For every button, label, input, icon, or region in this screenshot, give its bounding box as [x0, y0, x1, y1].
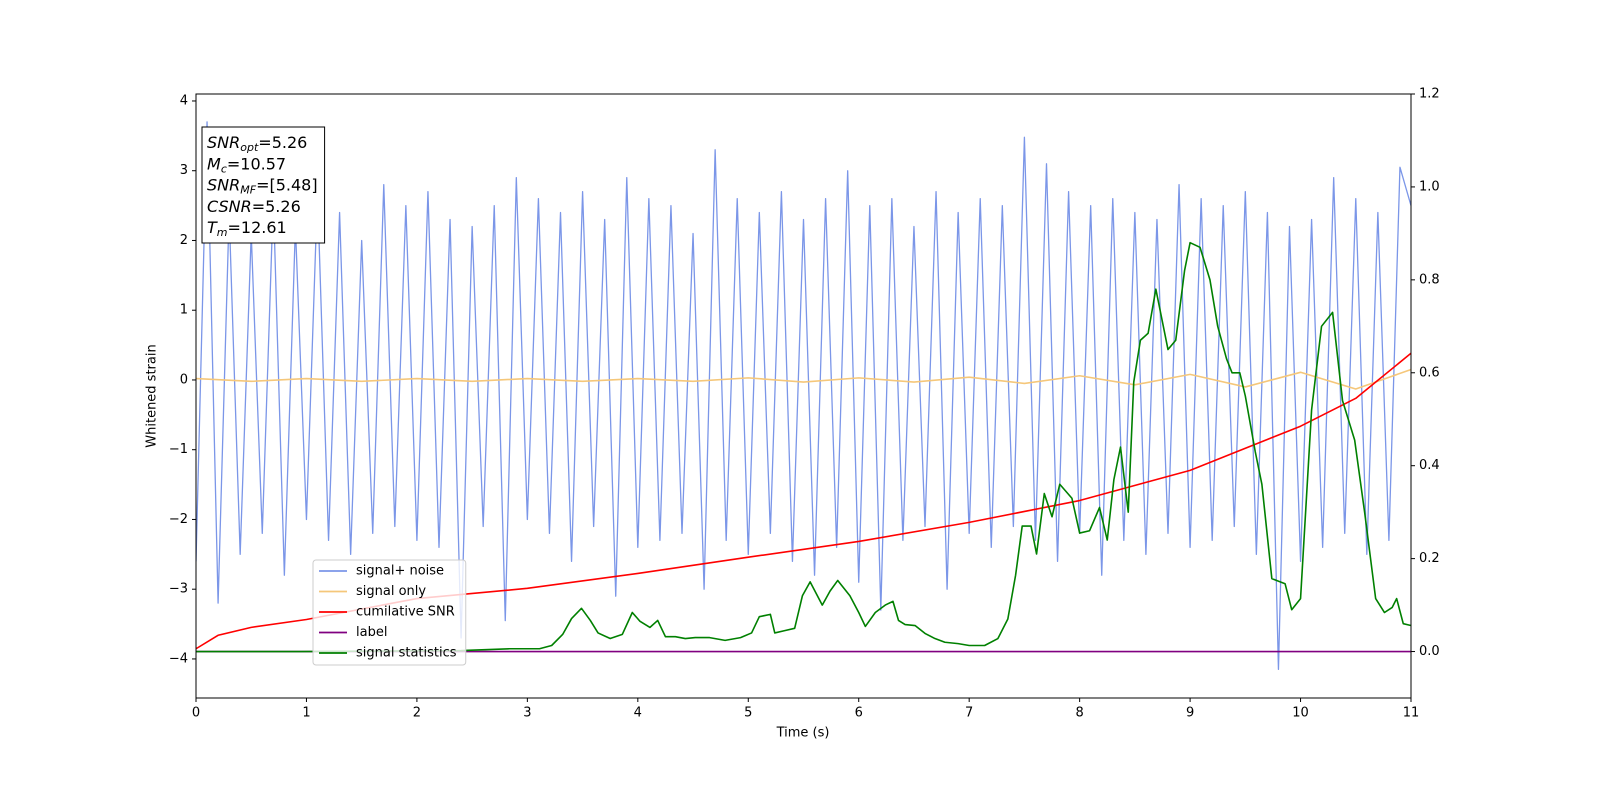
legend-label: signal only	[356, 584, 426, 599]
annotation: Tm=12.61	[207, 218, 287, 240]
y2-tick-label: 1.0	[1419, 179, 1440, 194]
annotation-part: m	[217, 226, 228, 239]
x-tick-label: 5	[744, 706, 752, 721]
annotation: CSNR=5.26	[207, 196, 301, 215]
x-tick-label: 10	[1292, 706, 1309, 721]
annotation-part: MF	[240, 184, 256, 197]
x-tick-label: 6	[855, 706, 863, 721]
annotation-part: CSNR	[207, 196, 252, 215]
annotation-part: =5.26	[258, 133, 307, 152]
y-tick-label: −1	[169, 442, 188, 457]
annotation-frame	[201, 126, 326, 244]
y-tick-label: −4	[169, 651, 188, 666]
annotation-box: SNRopt=5.26Mc=10.57SNRMF=[5.48]CSNR=5.26…	[201, 126, 326, 244]
x-tick-label: 3	[523, 706, 531, 721]
y-tick-label: 2	[180, 233, 188, 248]
legend-label: signal+ noise	[356, 564, 444, 579]
x-axis-label: Time (s)	[776, 726, 830, 741]
annotation-part: M	[207, 154, 221, 173]
annotation-part: =10.57	[227, 154, 286, 173]
x-tick-label: 11	[1403, 706, 1420, 721]
y2-tick-label: 1.2	[1419, 87, 1440, 102]
axes-frame	[195, 93, 1412, 699]
y-tick-label: −2	[169, 512, 188, 527]
legend-frame	[312, 559, 467, 666]
legend-label: label	[356, 625, 387, 640]
legend-label: cumilative SNR	[356, 605, 455, 620]
annotation: SNRopt=5.26	[207, 133, 307, 155]
y2-tick-label: 0.2	[1419, 551, 1440, 566]
y2-tick-label: 0.0	[1419, 644, 1440, 659]
y2-tick-label: 0.8	[1419, 272, 1440, 287]
annotation-part: =12.61	[228, 218, 287, 237]
y-axis-label: Whitened strain	[145, 344, 160, 447]
series-line	[196, 121, 1411, 671]
series-line	[196, 368, 1411, 390]
x-tick-label: 8	[1075, 706, 1083, 721]
x-tick-label: 2	[413, 706, 421, 721]
x-tick-label: 1	[302, 706, 310, 721]
annotation-part: T	[207, 218, 218, 237]
annotation: Mc=10.57	[207, 154, 286, 176]
annotation-part: =5.26	[252, 196, 301, 215]
x-tick-label: 7	[965, 706, 973, 721]
series-line	[196, 352, 1411, 650]
y2-tick-label: 0.4	[1419, 458, 1440, 473]
annotation-part: c	[221, 162, 227, 175]
series-line	[196, 241, 1411, 653]
annotation-part: SNR	[207, 133, 240, 152]
annotation-part: =[5.48]	[256, 175, 318, 194]
y-tick-label: 1	[180, 303, 188, 318]
x-tick-label: 4	[634, 706, 642, 721]
x-tick-label: 9	[1186, 706, 1194, 721]
x-tick-label: 0	[192, 706, 200, 721]
y-tick-label: 4	[180, 93, 188, 108]
y-tick-label: −3	[169, 582, 188, 597]
y-tick-label: 3	[180, 163, 188, 178]
annotation-part: SNR	[207, 175, 240, 194]
annotation: SNRMF=[5.48]	[207, 175, 318, 197]
legend: signal+ noise signal only cumilative SNR la…	[312, 559, 467, 666]
y-tick-label: 0	[180, 372, 188, 387]
annotation-part: opt	[240, 141, 259, 154]
legend-label: signal statistics	[356, 646, 457, 661]
y2-tick-label: 0.6	[1419, 365, 1440, 380]
